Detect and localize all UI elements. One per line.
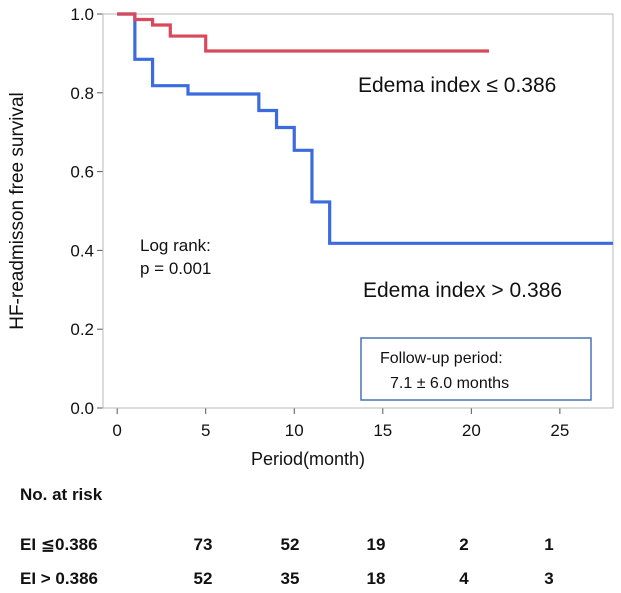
- risk-value: 73: [193, 535, 213, 554]
- risk-value: 35: [280, 569, 300, 588]
- risk-value: 19: [366, 535, 386, 554]
- risk-row-label: EI > 0.386: [20, 569, 98, 588]
- risk-row-label: EI ≦0.386: [20, 535, 98, 554]
- risk-value: 1: [544, 535, 554, 554]
- y-axis-label: HF-readmisson free survival: [7, 92, 28, 330]
- risk-table-title: No. at risk: [20, 485, 103, 504]
- y-tick-label-0: 0.0: [70, 399, 94, 418]
- risk-value: 2: [459, 535, 469, 554]
- x-axis-label: Period(month): [251, 449, 365, 469]
- risk-value: 18: [366, 569, 386, 588]
- risk-value: 52: [193, 569, 213, 588]
- x-tick-label-5: 5: [201, 421, 210, 440]
- y-tick-label-3: 0.6: [70, 163, 94, 182]
- y-tick-label-2: 0.4: [70, 241, 94, 260]
- x-tick-label-10: 10: [285, 421, 304, 440]
- log-rank-label: Log rank:: [140, 236, 211, 255]
- followup-value: 7.1 ± 6.0 months: [390, 375, 509, 392]
- y-axis: 0.0 0.2 0.4 0.6 0.8 1.0: [70, 5, 103, 418]
- x-axis: 0 5 10 15 20 25: [112, 408, 569, 440]
- plot-frame: [102, 13, 614, 409]
- followup-box: [360, 337, 592, 401]
- x-tick-label-0: 0: [112, 421, 121, 440]
- log-rank-p-value: p = 0.001: [140, 259, 211, 278]
- x-tick-label-20: 20: [462, 421, 481, 440]
- y-tick-label-1: 0.2: [70, 320, 94, 339]
- series-line-2: [117, 12, 613, 245]
- risk-value: 4: [459, 569, 469, 588]
- series-label-low-edema: Edema index ≤ 0.386: [358, 74, 556, 97]
- risk-row-2: EI > 0.386 52 35 18 4 3: [0, 569, 621, 593]
- x-tick-label-25: 25: [550, 421, 569, 440]
- survival-chart: 0.0 0.2 0.4 0.6 0.8 1.0 0 5 10 15 20 25 HF-readmiss…: [7, 5, 614, 469]
- risk-row-1: EI ≦0.386 73 52 19 2 1: [0, 535, 621, 559]
- x-tick-label-15: 15: [373, 421, 392, 440]
- risk-value: 52: [280, 535, 300, 554]
- series-line-1: [117, 12, 490, 53]
- followup-label: Follow-up period:: [380, 350, 503, 367]
- risk-value: 3: [544, 569, 554, 588]
- y-tick-label-5: 1.0: [70, 5, 94, 24]
- series-label-high-edema: Edema index > 0.386: [363, 279, 562, 302]
- y-tick-label-4: 0.8: [70, 84, 94, 103]
